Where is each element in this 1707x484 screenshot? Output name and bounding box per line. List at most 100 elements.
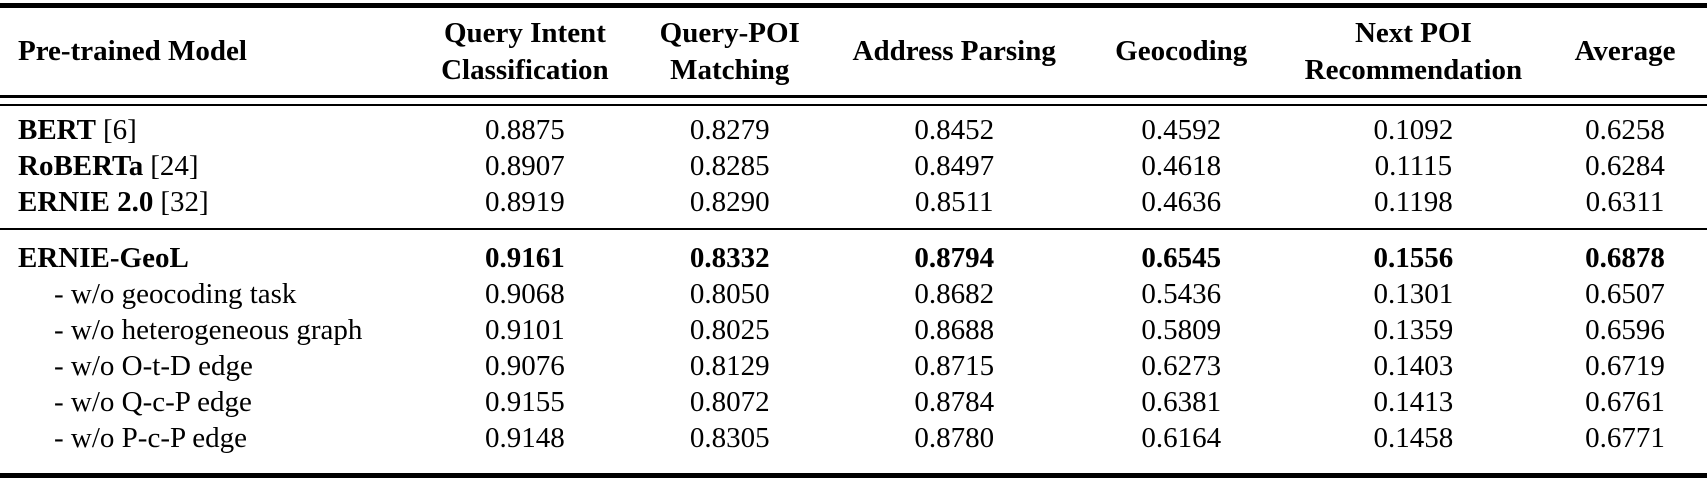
table-row-roberta: RoBERTa [24] 0.8907 0.8285 0.8497 0.4618 … <box>0 148 1707 184</box>
model-name-cell: ERNIE 2.0 [32] <box>0 186 420 219</box>
cell-query-intent-classification: 0.9148 <box>485 421 565 454</box>
header-label: Address Parsing <box>852 35 1056 67</box>
cell-query-poi-matching: 0.8305 <box>689 421 770 454</box>
header-label-line: Classification <box>441 53 609 86</box>
model-name: RoBERTa <box>18 149 144 182</box>
cell-address-parsing: 0.8497 <box>914 149 995 182</box>
cell-geocoding: 0.6545 <box>1141 241 1222 274</box>
citation-ref: [6] <box>102 113 137 146</box>
ernie-geol-section: ERNIE-GeoL 0.9161 0.8332 0.8794 0.6545 0… <box>0 230 1707 473</box>
header-label-line: Recommendation <box>1304 53 1523 86</box>
cell-next-poi-recommendation: 0.1198 <box>1374 185 1453 218</box>
table-row-bert: BERT [6] 0.8875 0.8279 0.8452 0.4592 0.10… <box>0 112 1707 148</box>
cell-next-poi-recommendation: 0.1359 <box>1373 313 1454 346</box>
cell-query-intent-classification: 0.8919 <box>485 185 565 218</box>
table-top-rule <box>0 3 1707 8</box>
cell-average: 0.6771 <box>1585 421 1665 454</box>
benchmark-results-table: Pre-trained Model Query Intent Classific… <box>0 3 1707 478</box>
model-name: ERNIE-GeoL <box>18 241 189 274</box>
cell-query-poi-matching: 0.8332 <box>689 241 770 274</box>
cell-query-intent-classification: 0.9101 <box>485 313 565 346</box>
cell-average: 0.6719 <box>1585 349 1665 382</box>
cell-geocoding: 0.5809 <box>1141 313 1222 346</box>
header-next-poi-recommendation: Next POI Recommendation <box>1284 15 1543 89</box>
header-average: Average <box>1543 33 1707 70</box>
cell-next-poi-recommendation: 0.1301 <box>1373 277 1454 310</box>
cell-query-intent-classification: 0.8907 <box>485 149 565 182</box>
cell-next-poi-recommendation: 0.1403 <box>1373 349 1454 382</box>
header-double-rule <box>0 95 1707 106</box>
model-name-cell: BERT [6] <box>0 114 420 147</box>
cell-next-poi-recommendation: 0.1556 <box>1373 241 1454 274</box>
header-address-parsing: Address Parsing <box>830 33 1079 70</box>
cell-address-parsing: 0.8794 <box>914 241 995 274</box>
ablation-label: - w/o heterogeneous graph <box>54 313 363 346</box>
citation-ref: [24] <box>150 149 199 182</box>
header-label-line: Matching <box>670 53 790 86</box>
cell-average: 0.6284 <box>1585 149 1665 182</box>
header-label: Average <box>1574 35 1676 67</box>
header-geocoding: Geocoding <box>1079 33 1284 70</box>
cell-query-poi-matching: 0.8050 <box>689 277 770 310</box>
cell-average: 0.6761 <box>1585 385 1665 418</box>
ablation-label-cell: - w/o P-c-P edge <box>0 422 420 455</box>
table-row-wo-geocoding-task: - w/o geocoding task 0.9068 0.8050 0.868… <box>0 276 1707 312</box>
cell-average: 0.6311 <box>1585 185 1665 218</box>
cell-query-intent-classification: 0.9161 <box>485 241 565 274</box>
ablation-label: - w/o Q-c-P edge <box>54 385 252 418</box>
cell-geocoding: 0.6273 <box>1141 349 1222 382</box>
cell-next-poi-recommendation: 0.1458 <box>1373 421 1454 454</box>
header-label: Geocoding <box>1115 35 1248 67</box>
cell-average: 0.6507 <box>1585 277 1665 310</box>
cell-geocoding: 0.6381 <box>1141 385 1222 418</box>
ablation-label: - w/o P-c-P edge <box>54 421 248 454</box>
cell-geocoding: 0.5436 <box>1141 277 1222 310</box>
header-query-poi-matching: Query-POI Matching <box>630 15 830 89</box>
ablation-label-cell: - w/o O-t-D edge <box>0 350 420 383</box>
cell-average: 0.6878 <box>1585 241 1665 274</box>
cell-next-poi-recommendation: 0.1413 <box>1373 385 1454 418</box>
cell-query-poi-matching: 0.8290 <box>689 185 770 218</box>
cell-query-poi-matching: 0.8285 <box>689 149 770 182</box>
cell-query-poi-matching: 0.8129 <box>689 349 770 382</box>
table-row-ernie-geol: ERNIE-GeoL 0.9161 0.8332 0.8794 0.6545 0… <box>0 240 1707 276</box>
cell-average: 0.6258 <box>1585 113 1665 146</box>
cell-query-intent-classification: 0.9068 <box>485 277 565 310</box>
cell-address-parsing: 0.8784 <box>914 385 995 418</box>
table-row-wo-otd-edge: - w/o O-t-D edge 0.9076 0.8129 0.8715 0.… <box>0 348 1707 384</box>
baseline-models-section: BERT [6] 0.8875 0.8279 0.8452 0.4592 0.10… <box>0 106 1707 228</box>
model-name-cell: RoBERTa [24] <box>0 150 420 183</box>
section-divider-rule <box>0 228 1707 230</box>
cell-address-parsing: 0.8452 <box>914 113 995 146</box>
cell-query-poi-matching: 0.8025 <box>689 313 770 346</box>
cell-geocoding: 0.6164 <box>1141 421 1222 454</box>
cell-address-parsing: 0.8688 <box>914 313 995 346</box>
header-query-intent-classification: Query Intent Classification <box>420 15 630 89</box>
cell-address-parsing: 0.8715 <box>914 349 995 382</box>
table-header-row: Pre-trained Model Query Intent Classific… <box>0 8 1707 95</box>
cell-query-intent-classification: 0.9155 <box>485 385 565 418</box>
ablation-label-cell: - w/o Q-c-P edge <box>0 386 420 419</box>
ablation-label-cell: - w/o heterogeneous graph <box>0 314 420 347</box>
ablation-label-cell: - w/o geocoding task <box>0 278 420 311</box>
cell-address-parsing: 0.8511 <box>914 185 994 218</box>
header-label-line: Query-POI <box>659 16 800 49</box>
header-label-line: Next POI <box>1354 16 1472 49</box>
ablation-label: - w/o geocoding task <box>54 277 297 310</box>
cell-address-parsing: 0.8682 <box>914 277 995 310</box>
table-row-wo-heterogeneous-graph: - w/o heterogeneous graph 0.9101 0.8025 … <box>0 312 1707 348</box>
header-label-line: Query Intent <box>443 16 606 49</box>
model-name-cell: ERNIE-GeoL <box>0 242 420 275</box>
cell-query-poi-matching: 0.8279 <box>689 113 770 146</box>
table-bottom-rule <box>0 473 1707 478</box>
cell-query-intent-classification: 0.9076 <box>485 349 565 382</box>
model-name: BERT <box>18 113 96 146</box>
header-label: Pre-trained Model <box>18 35 247 67</box>
cell-query-intent-classification: 0.8875 <box>485 113 565 146</box>
cell-next-poi-recommendation: 0.1092 <box>1373 113 1454 146</box>
cell-query-poi-matching: 0.8072 <box>689 385 770 418</box>
table-row-ernie-2-0: ERNIE 2.0 [32] 0.8919 0.8290 0.8511 0.463… <box>0 184 1707 220</box>
table-row-wo-pcp-edge: - w/o P-c-P edge 0.9148 0.8305 0.8780 0.… <box>0 420 1707 456</box>
cell-average: 0.6596 <box>1585 313 1665 346</box>
table-row-wo-qcp-edge: - w/o Q-c-P edge 0.9155 0.8072 0.8784 0.… <box>0 384 1707 420</box>
